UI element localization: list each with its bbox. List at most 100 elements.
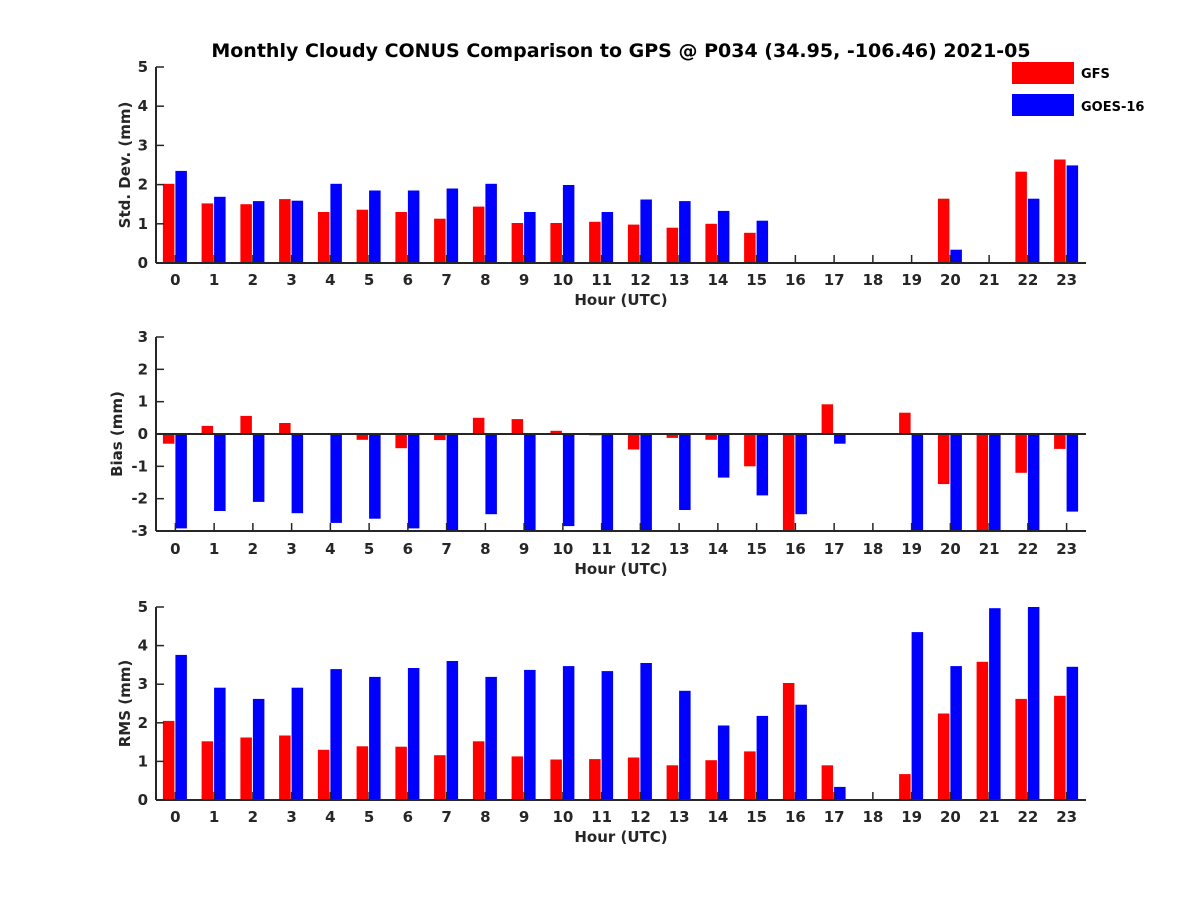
bar-rms-goes16-h14	[717, 725, 730, 800]
bar-stddev-gfs-h14	[705, 223, 717, 263]
x-tick-label-bias: 4	[325, 540, 335, 558]
bar-stddev-goes16-h14	[717, 210, 730, 263]
x-tick-label-rms: 1	[209, 808, 219, 826]
bar-bias-goes16-h16	[795, 434, 807, 515]
bar-stddev-gfs-h12	[627, 224, 640, 263]
y-tick-label-bias: 3	[138, 328, 148, 346]
bar-rms-goes16-h11	[601, 671, 614, 800]
x-axis-label-stddev: Hour (UTC)	[574, 291, 667, 309]
bar-stddev-goes16-h6	[407, 190, 420, 263]
bar-stddev-goes16-h8	[485, 183, 497, 263]
bar-bias-goes16-h23	[1066, 434, 1079, 512]
bar-rms-gfs-h14	[705, 760, 717, 800]
y-axis-label-rms: RMS (mm)	[116, 660, 134, 747]
bar-stddev-goes16-h10	[562, 185, 575, 263]
x-tick-label-rms: 6	[403, 808, 413, 826]
bar-rms-gfs-h23	[1054, 695, 1066, 800]
bar-stddev-gfs-h7	[434, 218, 446, 263]
x-tick-label-bias: 3	[286, 540, 296, 558]
bar-bias-goes16-h21	[989, 434, 1001, 531]
x-tick-label-bias: 6	[403, 540, 413, 558]
bar-rms-gfs-h9	[511, 756, 524, 800]
x-tick-label-bias: 2	[248, 540, 258, 558]
bar-rms-goes16-h20	[950, 666, 962, 800]
bar-rms-gfs-h7	[434, 755, 446, 800]
bar-stddev-gfs-h13	[666, 227, 679, 263]
bar-bias-goes16-h8	[485, 434, 497, 515]
x-tick-label-bias: 8	[480, 540, 490, 558]
bar-rms-gfs-h11	[589, 759, 601, 800]
x-tick-label-bias: 7	[441, 540, 451, 558]
y-tick-label-bias: -2	[131, 490, 148, 508]
bar-stddev-gfs-h2	[240, 204, 252, 263]
x-tick-label-stddev: 9	[519, 271, 529, 289]
bar-bias-goes16-h12	[640, 434, 652, 531]
y-tick-label-rms: 4	[138, 637, 148, 655]
bar-bias-goes16-h1	[214, 434, 226, 511]
x-tick-label-stddev: 18	[862, 271, 883, 289]
bar-bias-gfs-h23	[1054, 434, 1066, 449]
bar-bias-goes16-h3	[291, 434, 304, 514]
x-tick-label-bias: 5	[364, 540, 374, 558]
bar-rms-gfs-h6	[395, 746, 407, 800]
bar-bias-goes16-h11	[601, 434, 614, 531]
y-tick-label-stddev: 0	[138, 254, 148, 272]
bar-rms-gfs-h0	[162, 720, 175, 800]
x-tick-label-stddev: 8	[480, 271, 490, 289]
x-tick-label-rms: 18	[862, 808, 883, 826]
bar-rms-goes16-h15	[756, 715, 769, 800]
bar-rms-gfs-h13	[666, 765, 679, 800]
x-tick-label-stddev: 14	[707, 271, 728, 289]
bar-bias-gfs-h20	[937, 434, 950, 485]
x-axis-label-bias: Hour (UTC)	[574, 560, 667, 578]
y-tick-label-rms: 3	[138, 675, 148, 693]
bar-rms-goes16-h22	[1027, 607, 1040, 800]
x-tick-label-stddev: 21	[979, 271, 1000, 289]
x-tick-label-bias: 14	[707, 540, 728, 558]
bar-stddev-gfs-h5	[356, 209, 369, 263]
bar-rms-gfs-h8	[472, 741, 485, 800]
bar-stddev-goes16-h3	[291, 200, 304, 263]
legend-swatch-goes16	[1012, 94, 1074, 116]
bar-bias-gfs-h19	[899, 412, 911, 434]
x-tick-label-stddev: 6	[403, 271, 413, 289]
bar-rms-goes16-h4	[330, 669, 342, 800]
bar-rms-goes16-h8	[485, 676, 497, 800]
x-tick-label-rms: 22	[1017, 808, 1038, 826]
bar-stddev-goes16-h11	[601, 212, 614, 263]
x-tick-label-bias: 21	[979, 540, 1000, 558]
x-tick-label-rms: 8	[480, 808, 490, 826]
bar-bias-goes16-h0	[175, 434, 187, 529]
bar-stddev-goes16-h7	[446, 188, 459, 263]
y-tick-label-rms: 2	[138, 714, 148, 732]
x-tick-label-bias: 20	[940, 540, 961, 558]
bar-stddev-goes16-h4	[330, 183, 342, 263]
bar-bias-goes16-h9	[524, 434, 536, 531]
bar-bias-gfs-h7	[434, 434, 446, 441]
x-tick-label-bias: 23	[1056, 540, 1077, 558]
y-tick-label-bias: -1	[131, 457, 148, 475]
bar-rms-goes16-h0	[175, 654, 187, 800]
bar-bias-goes16-h20	[950, 434, 962, 531]
bar-rms-goes16-h12	[640, 663, 652, 800]
x-tick-label-rms: 13	[669, 808, 690, 826]
y-tick-label-rms: 5	[138, 598, 148, 616]
y-tick-label-rms: 0	[138, 791, 148, 809]
bar-stddev-goes16-h23	[1066, 165, 1079, 263]
x-tick-label-bias: 16	[785, 540, 806, 558]
bar-bias-gfs-h21	[976, 434, 989, 531]
bar-bias-goes16-h22	[1027, 434, 1040, 531]
x-tick-label-stddev: 4	[325, 271, 335, 289]
bar-rms-gfs-h12	[627, 757, 640, 800]
bar-bias-gfs-h3	[279, 423, 291, 434]
x-tick-label-rms: 4	[325, 808, 335, 826]
x-tick-label-stddev: 22	[1017, 271, 1038, 289]
bar-stddev-gfs-h6	[395, 212, 407, 263]
bar-rms-gfs-h5	[356, 746, 369, 800]
bar-bias-gfs-h8	[472, 417, 485, 434]
y-tick-label-stddev: 4	[138, 97, 148, 115]
bar-bias-goes16-h2	[252, 434, 265, 502]
